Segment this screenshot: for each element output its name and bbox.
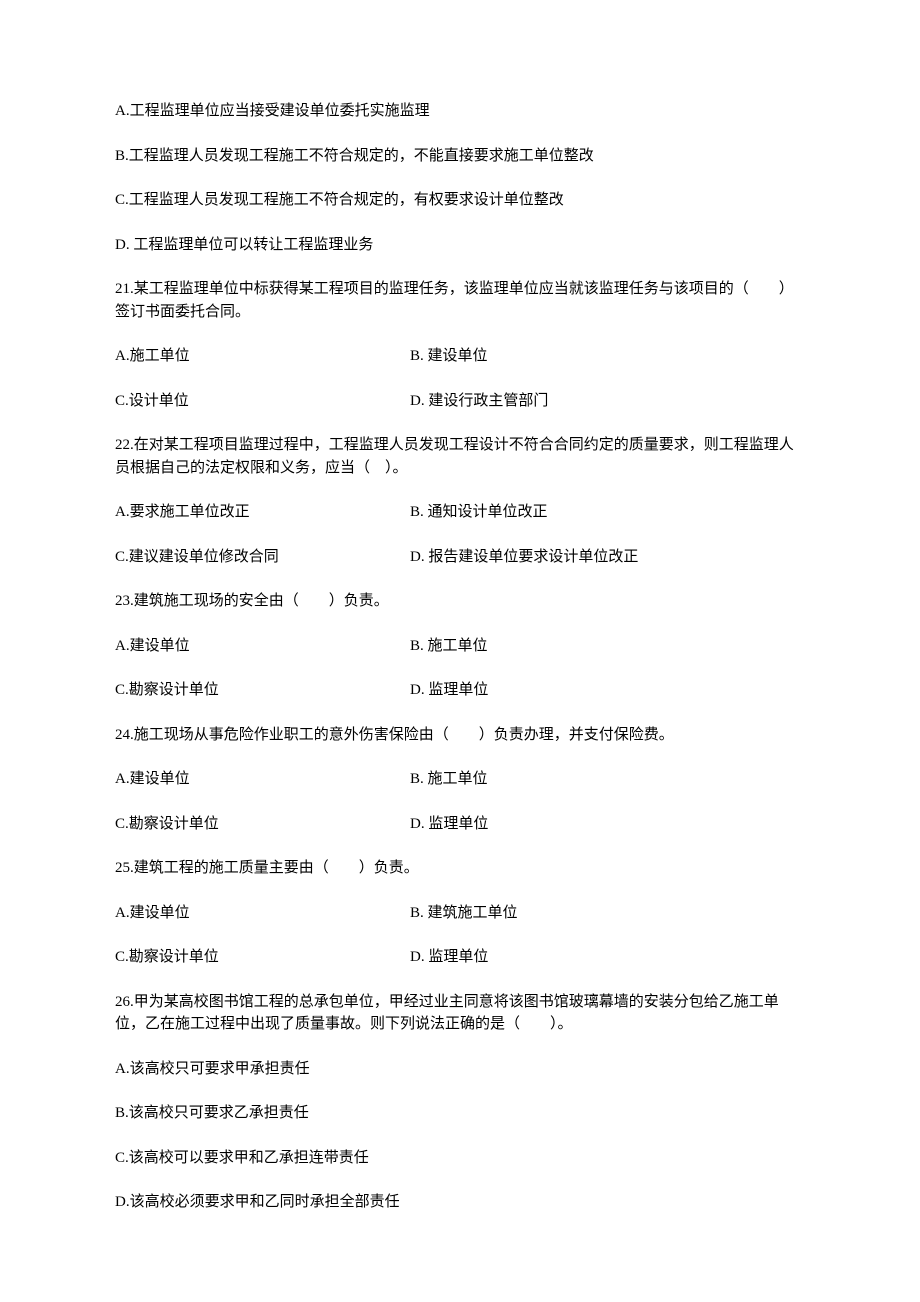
q24-option-d: D. 监理单位 (410, 813, 805, 836)
q21-stem: 21.某工程监理单位中标获得某工程项目的监理任务，该监理单位应当就该监理任务与该… (115, 278, 805, 323)
q24-option-a: A.建设单位 (115, 768, 410, 791)
q23-options-row-1: A.建设单位 B. 施工单位 (115, 635, 805, 658)
q22-option-a: A.要求施工单位改正 (115, 501, 410, 524)
q26-option-d: D.该高校必须要求甲和乙同时承担全部责任 (115, 1191, 805, 1214)
q25-option-c: C.勘察设计单位 (115, 946, 410, 969)
q24-options-row-1: A.建设单位 B. 施工单位 (115, 768, 805, 791)
q21-option-b: B. 建设单位 (410, 345, 805, 368)
q22-stem: 22.在对某工程项目监理过程中，工程监理人员发现工程设计不符合合同约定的质量要求… (115, 434, 805, 479)
q24-stem: 24.施工现场从事危险作业职工的意外伤害保险由（ ）负责办理，并支付保险费。 (115, 724, 805, 747)
q21-option-d: D. 建设行政主管部门 (410, 390, 805, 413)
q26-stem: 26.甲为某高校图书馆工程的总承包单位，甲经过业主同意将该图书馆玻璃幕墙的安装分… (115, 991, 805, 1036)
q24-options-row-2: C.勘察设计单位 D. 监理单位 (115, 813, 805, 836)
q25-options-row-2: C.勘察设计单位 D. 监理单位 (115, 946, 805, 969)
q26-option-c: C.该高校可以要求甲和乙承担连带责任 (115, 1147, 805, 1170)
q21-option-c: C.设计单位 (115, 390, 410, 413)
q26-option-b: B.该高校只可要求乙承担责任 (115, 1102, 805, 1125)
q23-option-b: B. 施工单位 (410, 635, 805, 658)
q21-options-row-1: A.施工单位 B. 建设单位 (115, 345, 805, 368)
q24-option-b: B. 施工单位 (410, 768, 805, 791)
q20-option-b: B.工程监理人员发现工程施工不符合规定的，不能直接要求施工单位整改 (115, 145, 805, 168)
q20-option-c: C.工程监理人员发现工程施工不符合规定的，有权要求设计单位整改 (115, 189, 805, 212)
q25-stem: 25.建筑工程的施工质量主要由（ ）负责。 (115, 857, 805, 880)
q22-option-b: B. 通知设计单位改正 (410, 501, 805, 524)
q23-option-c: C.勘察设计单位 (115, 679, 410, 702)
q20-option-d: D. 工程监理单位可以转让工程监理业务 (115, 234, 805, 257)
q26-option-a: A.该高校只可要求甲承担责任 (115, 1058, 805, 1081)
q23-stem: 23.建筑施工现场的安全由（ ）负责。 (115, 590, 805, 613)
q22-options-row-2: C.建议建设单位修改合同 D. 报告建设单位要求设计单位改正 (115, 546, 805, 569)
q22-options-row-1: A.要求施工单位改正 B. 通知设计单位改正 (115, 501, 805, 524)
q23-options-row-2: C.勘察设计单位 D. 监理单位 (115, 679, 805, 702)
q22-option-c: C.建议建设单位修改合同 (115, 546, 410, 569)
q20-option-a: A.工程监理单位应当接受建设单位委托实施监理 (115, 100, 805, 123)
q22-option-d: D. 报告建设单位要求设计单位改正 (410, 546, 805, 569)
q25-option-d: D. 监理单位 (410, 946, 805, 969)
q25-option-b: B. 建筑施工单位 (410, 902, 805, 925)
q25-options-row-1: A.建设单位 B. 建筑施工单位 (115, 902, 805, 925)
q21-options-row-2: C.设计单位 D. 建设行政主管部门 (115, 390, 805, 413)
document-page: A.工程监理单位应当接受建设单位委托实施监理 B.工程监理人员发现工程施工不符合… (0, 0, 920, 1302)
q21-option-a: A.施工单位 (115, 345, 410, 368)
q23-option-d: D. 监理单位 (410, 679, 805, 702)
q23-option-a: A.建设单位 (115, 635, 410, 658)
q24-option-c: C.勘察设计单位 (115, 813, 410, 836)
q25-option-a: A.建设单位 (115, 902, 410, 925)
